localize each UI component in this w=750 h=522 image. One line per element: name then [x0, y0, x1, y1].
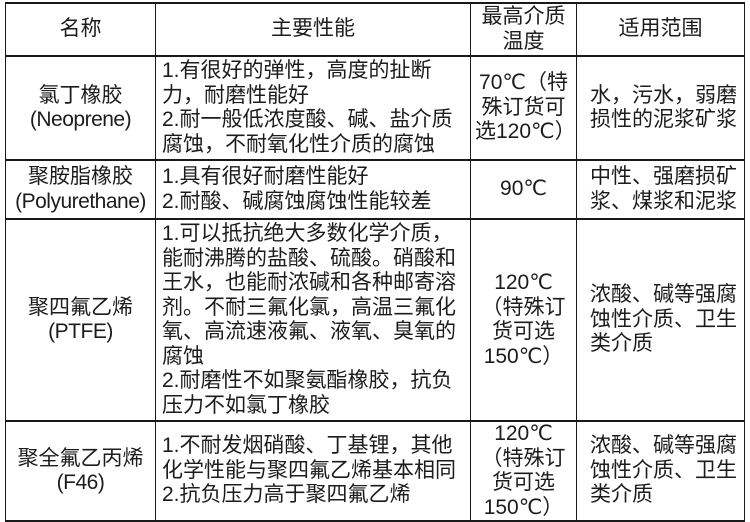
- material-name: 聚四氟乙烯: [28, 295, 133, 319]
- material-name: 聚胺脂橡胶: [28, 165, 133, 188]
- column-header-max-temperature: 最高介质温度: [470, 2, 577, 57]
- table-row: 聚四氟乙烯 (PTFE) 1.可以抵抗绝大多数化学介质，能耐沸腾的盐酸、硫酸。硝…: [5, 218, 745, 422]
- header-row: 名称 主要性能 最高介质温度 适用范围: [5, 2, 745, 57]
- max-temperature-cell: 120℃（特殊订货可选150℃）: [470, 420, 577, 522]
- performance-cell: 1.不耐发烟硝酸、丁基锂，其他化学性能与聚四氟乙烯基本相同 2.抗负压力高于聚四…: [155, 420, 471, 522]
- max-temperature-cell: 120℃（特殊订货可选150℃）: [470, 218, 577, 422]
- material-name-cell: 聚胺脂橡胶 (Polyurethane): [5, 159, 156, 220]
- material-name-cell: 聚全氟乙丙烯 (F46): [5, 420, 156, 522]
- material-name-cell: 聚四氟乙烯 (PTFE): [5, 218, 156, 422]
- column-header-performance: 主要性能: [155, 2, 471, 57]
- column-header-name: 名称: [5, 2, 156, 57]
- max-temperature-cell: 90℃: [470, 159, 577, 220]
- performance-cell: 1.可以抵抗绝大多数化学介质，能耐沸腾的盐酸、硫酸。硝酸和王水，也能耐浓碱和各种…: [155, 218, 471, 422]
- performance-cell: 1.具有很好耐磨性能好 2.耐酸、碱腐蚀腐蚀性能较差: [155, 159, 471, 220]
- material-name: 氯丁橡胶: [38, 83, 123, 107]
- table-row: 氯丁橡胶 (Neoprene) 1.有很好的弹性，高度的扯断力，耐磨性能好 2.…: [5, 55, 745, 161]
- application-cell: 水，污水，弱磨损性的泥浆矿浆: [576, 55, 745, 161]
- table-row: 聚全氟乙丙烯 (F46) 1.不耐发烟硝酸、丁基锂，其他化学性能与聚四氟乙烯基本…: [5, 420, 745, 522]
- performance-cell: 1.有很好的弹性，高度的扯断力，耐磨性能好 2.耐一般低浓度酸、碱、盐介质腐蚀，…: [155, 55, 471, 161]
- column-header-application: 适用范围: [576, 2, 745, 57]
- material-alias: (Polyurethane): [15, 189, 146, 213]
- material-name: 聚全氟乙丙烯: [17, 446, 144, 470]
- material-alias: (PTFE): [48, 320, 113, 343]
- application-cell: 浓酸、碱等强腐蚀性介质、卫生类介质: [576, 420, 745, 522]
- material-comparison-table: 名称 主要性能 最高介质温度 适用范围 氯丁橡胶 (Neoprene) 1.有很…: [5, 2, 745, 522]
- table-row: 聚胺脂橡胶 (Polyurethane) 1.具有很好耐磨性能好 2.耐酸、碱腐…: [5, 159, 745, 220]
- material-alias: (Neoprene): [29, 108, 132, 131]
- material-comparison-table-wrap: 名称 主要性能 最高介质温度 适用范围 氯丁橡胶 (Neoprene) 1.有很…: [5, 2, 745, 522]
- material-name-cell: 氯丁橡胶 (Neoprene): [5, 55, 156, 161]
- max-temperature-cell: 70℃（特殊订货可选120℃）: [470, 55, 577, 161]
- application-cell: 中性、强磨损矿浆、煤浆和泥浆: [576, 159, 745, 220]
- material-alias: (F46): [56, 471, 105, 494]
- application-cell: 浓酸、碱等强腐蚀性介质、卫生类介质: [576, 218, 745, 422]
